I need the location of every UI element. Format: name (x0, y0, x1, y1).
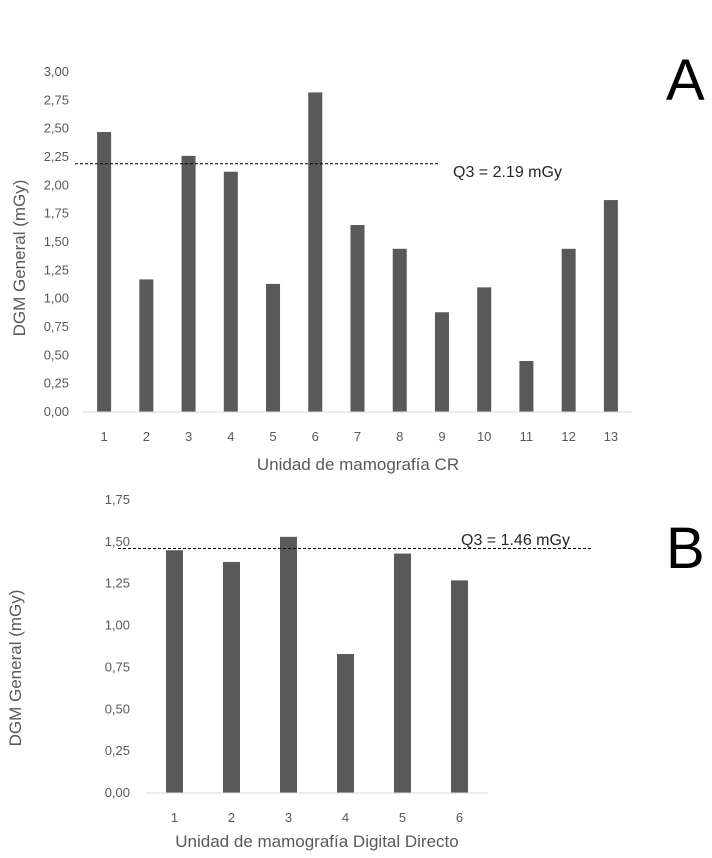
chart-a-x-ticks: 1 2 3 4 5 6 7 8 9 10 11 12 13 (100, 429, 618, 444)
chart-b-y-axis-title: DGM General (mGy) (6, 590, 25, 747)
chart-b-x-axis-title: Unidad de mamografía Digital Directo (175, 832, 458, 851)
chart-b-x-tick-label: 3 (285, 810, 292, 825)
chart-a-y-tick-label: 1,00 (44, 291, 69, 306)
chart-b-y-tick-label: 1,25 (105, 576, 130, 591)
chart-a-x-tick-label: 12 (561, 429, 575, 444)
chart-a: A DGM General (mGy) Unidad de mamografía… (10, 48, 705, 474)
chart-a-y-tick-label: 2,25 (44, 149, 69, 164)
chart-b-bar (451, 580, 468, 793)
chart-a-x-tick-label: 7 (354, 429, 361, 444)
chart-a-bar (561, 248, 576, 412)
chart-a-x-tick-label: 5 (269, 429, 276, 444)
chart-b-x-ticks: 1 2 3 4 5 6 (171, 810, 463, 825)
chart-a-y-axis-title: DGM General (mGy) (10, 180, 29, 337)
chart-a-y-tick-label: 2,00 (44, 177, 69, 192)
chart-a-y-ticks: 0,00 0,25 0,50 0,75 1,00 1,25 1,50 1,75 2,00 2,25… (44, 64, 69, 419)
chart-a-y-tick-label: 0,50 (44, 347, 69, 362)
chart-a-q3-label: Q3 = 2.19 mGy (453, 164, 562, 181)
chart-a-bar (181, 155, 196, 412)
chart-a-x-tick-label: 9 (438, 429, 445, 444)
chart-a-y-tick-label: 0,75 (44, 319, 69, 334)
chart-a-y-tick-label: 2,50 (44, 121, 69, 136)
chart-b-bar (166, 550, 183, 793)
chart-b-x-tick-label: 4 (342, 810, 349, 825)
chart-a-y-tick-label: 3,00 (44, 64, 69, 79)
chart-b-x-tick-label: 2 (228, 810, 235, 825)
chart-a-x-tick-label: 8 (396, 429, 403, 444)
chart-b-bar (337, 654, 354, 793)
chart-a-y-tick-label: 1,25 (44, 262, 69, 277)
chart-b-y-tick-label: 0,75 (105, 659, 130, 674)
chart-a-x-tick-label: 3 (185, 429, 192, 444)
chart-a-bar (350, 225, 365, 412)
chart-a-x-axis-title: Unidad de mamografía CR (257, 455, 459, 474)
chart-a-x-tick-label: 13 (604, 429, 618, 444)
chart-a-bar (434, 312, 449, 412)
chart-a-bar (308, 92, 323, 413)
chart-a-bar (97, 132, 112, 413)
chart-b-y-tick-label: 0,25 (105, 743, 130, 758)
chart-a-x-tick-label: 11 (520, 429, 534, 444)
chart-b-y-tick-label: 1,00 (105, 618, 130, 633)
chart-b-y-tick-label: 0,50 (105, 701, 130, 716)
chart-a-y-tick-label: 0,25 (44, 376, 69, 391)
chart-a-bar (519, 361, 534, 412)
chart-b-x-tick-label: 1 (171, 810, 178, 825)
chart-b-bar (280, 536, 297, 793)
chart-a-y-tick-label: 1,75 (44, 206, 69, 221)
chart-a-x-tick-label: 4 (227, 429, 234, 444)
chart-a-y-tick-label: 2,75 (44, 92, 69, 107)
chart-a-x-tick-label: 1 (100, 429, 107, 444)
chart-b: B DGM General (mGy) Unidad de mamografía… (6, 492, 705, 851)
chart-b-y-ticks: 0,00 0,25 0,50 0,75 1,00 1,25 1,50 1,75 (105, 492, 130, 800)
chart-b-y-tick-label: 0,00 (105, 785, 130, 800)
chart-a-y-tick-label: 0,00 (44, 404, 69, 419)
chart-a-bars (97, 92, 618, 413)
chart-a-bar (223, 171, 238, 412)
chart-a-y-tick-label: 1,50 (44, 234, 69, 249)
panel-label-a: A (666, 48, 705, 113)
chart-a-bar (266, 283, 281, 412)
chart-a-x-tick-label: 6 (312, 429, 319, 444)
chart-b-bar (223, 561, 240, 793)
chart-a-bar (477, 287, 492, 412)
chart-b-bar (394, 553, 411, 793)
chart-b-y-tick-label: 1,75 (105, 492, 130, 507)
chart-a-bar (139, 279, 154, 412)
chart-b-x-tick-label: 6 (456, 810, 463, 825)
chart-b-x-tick-label: 5 (399, 810, 406, 825)
chart-a-bar (392, 248, 407, 412)
chart-b-y-tick-label: 1,50 (105, 534, 130, 549)
panel-label-b: B (666, 516, 705, 581)
chart-b-bars (166, 536, 468, 793)
chart-a-x-tick-label: 10 (477, 429, 491, 444)
chart-b-q3-label: Q3 = 1.46 mGy (461, 532, 570, 549)
chart-a-bar (603, 200, 618, 412)
chart-a-x-tick-label: 2 (143, 429, 150, 444)
